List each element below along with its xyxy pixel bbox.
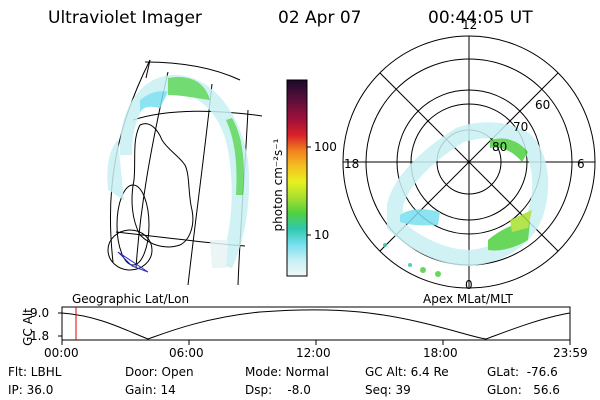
info-door: Door: Open xyxy=(125,365,194,379)
alt-ytick-9: 9.0 xyxy=(30,306,50,320)
colorbar-tick-10: 10 xyxy=(314,228,330,242)
info-glon: GLon: 56.6 xyxy=(487,383,560,397)
alt-xtick-1200: 12:00 xyxy=(296,346,331,360)
time-label: 00:44:05 UT xyxy=(428,8,533,28)
geo-caption: Geographic Lat/Lon xyxy=(72,292,190,306)
info-glat: GLat: -76.6 xyxy=(487,365,558,379)
lat-label-60: 60 xyxy=(535,98,551,112)
alt-xtick-1800: 18:00 xyxy=(423,346,458,360)
alt-xtick-0000: 00:00 xyxy=(44,346,79,360)
info-gain: Gain: 14 xyxy=(125,383,176,397)
info-ip: IP: 36.0 xyxy=(8,383,54,397)
info-dsp: Dsp: -8.0 xyxy=(245,383,311,397)
mlt-label-18: 18 xyxy=(344,157,360,171)
colorbar-tick-100: 100 xyxy=(314,140,337,154)
instrument-title: Ultraviolet Imager xyxy=(48,8,202,28)
polar-caption: Apex MLat/MLT xyxy=(423,292,513,306)
alt-xtick-2359: 23:59 xyxy=(553,346,588,360)
mlt-label-0: 0 xyxy=(465,278,473,292)
info-gcalt: GC Alt: 6.4 Re xyxy=(365,365,449,379)
lat-label-80: 80 xyxy=(492,140,508,154)
alt-ytick-1.8: 1.8 xyxy=(30,329,50,343)
alt-xtick-0600: 06:00 xyxy=(169,346,204,360)
info-seq: Seq: 39 xyxy=(365,383,411,397)
info-flt: Flt: LBHL xyxy=(8,365,62,379)
date-label: 02 Apr 07 xyxy=(278,8,362,28)
mlt-label-12: 12 xyxy=(462,18,478,32)
info-mode: Mode: Normal xyxy=(245,365,329,379)
lat-label-70: 70 xyxy=(513,120,529,134)
mlt-label-6: 6 xyxy=(577,157,585,171)
